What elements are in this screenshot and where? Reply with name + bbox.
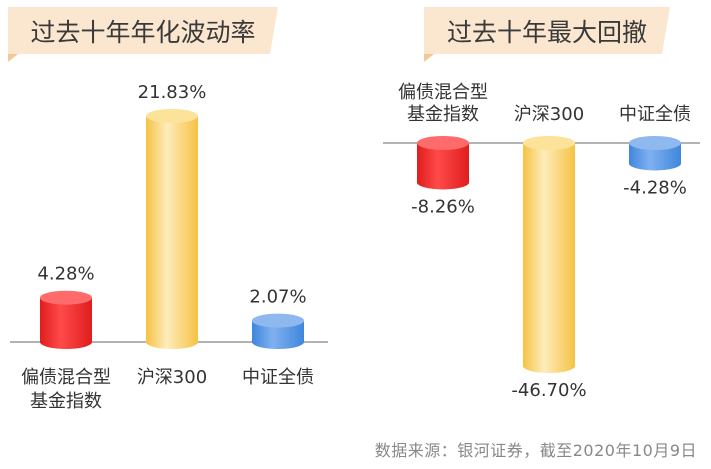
category-label-1: 偏债混合型 bbox=[21, 367, 111, 388]
title-banner-fold bbox=[424, 54, 434, 62]
chart-title: 过去十年最大回撤 bbox=[447, 18, 647, 47]
bar-top-1 bbox=[417, 136, 469, 150]
data-label-2: 21.83% bbox=[138, 82, 207, 103]
data-label-1: 4.28% bbox=[37, 264, 94, 285]
chart-title-banner bbox=[8, 7, 278, 54]
data-label-3: -4.28% bbox=[623, 177, 687, 198]
category-label-2: 沪深300 bbox=[514, 104, 584, 125]
category-label-3: 中证全债 bbox=[619, 104, 691, 125]
bar-1 bbox=[40, 297, 92, 349]
category-label-1: 偏债混合型 bbox=[398, 82, 488, 103]
category-label-1: 基金指数 bbox=[30, 391, 102, 412]
data-label-3: 2.07% bbox=[249, 287, 306, 308]
bar-3 bbox=[252, 320, 304, 349]
data-label-2: -46.70% bbox=[511, 380, 586, 401]
category-label-2: 沪深300 bbox=[137, 367, 207, 388]
data-source-note: 数据来源：银河证券，截至2020年10月9日 bbox=[374, 441, 697, 460]
bar-top-2 bbox=[523, 136, 575, 150]
chart-title: 过去十年年化波动率 bbox=[30, 18, 255, 47]
bar-top-2 bbox=[146, 109, 198, 123]
bar-top-3 bbox=[252, 313, 304, 328]
category-label-3: 中证全债 bbox=[242, 367, 314, 388]
bar-1 bbox=[417, 143, 469, 190]
bar-3 bbox=[629, 143, 681, 171]
chart-title-banner bbox=[424, 7, 670, 54]
bar-2 bbox=[146, 116, 198, 349]
title-banner-fold bbox=[8, 54, 18, 62]
bar-2 bbox=[523, 143, 575, 373]
category-label-1: 基金指数 bbox=[407, 104, 479, 125]
data-label-1: -8.26% bbox=[411, 196, 475, 217]
bar-top-3 bbox=[629, 136, 681, 150]
bar-top-1 bbox=[40, 290, 92, 305]
